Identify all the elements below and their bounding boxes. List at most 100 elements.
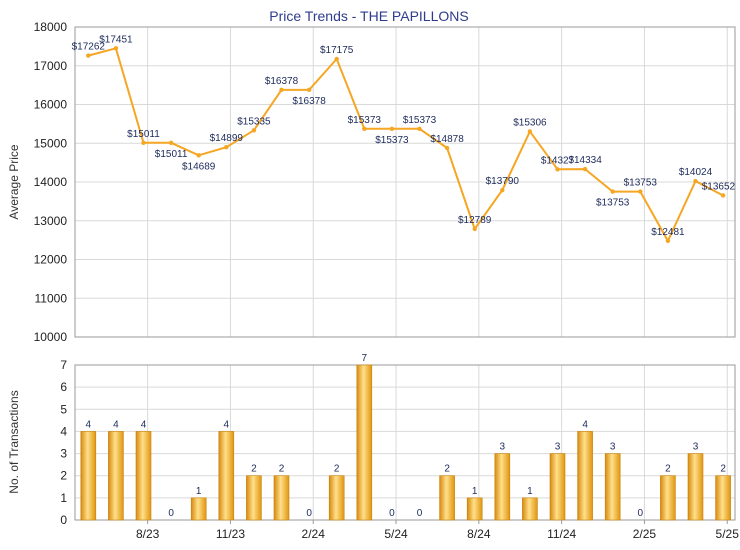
x-tick-label: 2/24: [302, 527, 326, 541]
transactions-y-tick-label: 6: [60, 380, 67, 394]
price-point: [141, 140, 146, 146]
price-point: [720, 193, 726, 198]
x-tick-label: 11/24: [547, 527, 576, 541]
transactions-data-label: 4: [224, 419, 230, 430]
price-data-label: $14334: [568, 155, 602, 166]
transactions-bar: [80, 431, 97, 521]
transactions-data-labels: 4 4 4 0 1 4 2 2 0 2 7 0 0 2 1 3 1 3 4 3 0 2 3 2: [86, 353, 727, 519]
transactions-bar: [715, 475, 731, 521]
price-data-label: $14689: [182, 161, 216, 172]
price-data-label: $17262: [72, 42, 106, 53]
price-y-tick-label: 17000: [34, 59, 68, 73]
transactions-data-label: 2: [279, 464, 285, 475]
price-data-label: $16378: [292, 96, 326, 107]
x-tick-label: 2/25: [633, 527, 657, 541]
price-data-label: $15373: [375, 135, 409, 146]
transactions-data-label: 7: [362, 353, 368, 364]
transactions-bar: [246, 475, 262, 521]
price-data-label: $15011: [155, 149, 188, 160]
price-y-tick-label: 18000: [34, 20, 68, 34]
transactions-y-tick-label: 7: [60, 358, 67, 372]
transactions-data-label: 2: [720, 464, 726, 475]
transactions-plot-frame: [74, 364, 736, 521]
transactions-data-label: 0: [168, 508, 174, 519]
transactions-y-tick-label: 1: [60, 491, 67, 505]
price-data-label: $12789: [458, 215, 492, 226]
transactions-data-label: 1: [527, 486, 533, 497]
price-data-label: $15373: [348, 115, 382, 126]
transactions-bars: [80, 364, 731, 521]
transactions-data-label: 3: [500, 442, 506, 453]
price-point: [279, 87, 284, 93]
transactions-bar: [522, 497, 538, 521]
price-point: [444, 145, 450, 151]
transactions-data-label: 2: [334, 464, 340, 475]
price-point: [665, 238, 671, 244]
transactions-bar: [328, 475, 345, 521]
price-point: [362, 126, 367, 131]
price-point: [389, 126, 395, 131]
price-point: [638, 189, 643, 194]
x-tick-label: 5/24: [384, 527, 408, 541]
price-data-label: $13652: [702, 181, 736, 192]
transactions-data-label: 0: [389, 508, 395, 519]
price-point: [693, 178, 698, 184]
price-data-label: $17451: [99, 34, 133, 45]
transactions-bar: [356, 364, 373, 521]
price-data-label: $15011: [127, 129, 160, 140]
price-y-tick-label: 12000: [34, 253, 68, 267]
transactions-bar: [218, 431, 235, 521]
price-data-label: $14024: [679, 167, 713, 178]
price-points: [86, 46, 726, 244]
transactions-data-label: 2: [444, 464, 450, 475]
transactions-y-tick-label: 2: [60, 469, 67, 483]
x-tick-label: 8/24: [467, 527, 491, 541]
price-y-ticks: 10000 11000 12000 13000 14000 15000 16000 17000…: [34, 20, 68, 344]
chart-title: Price Trends - THE PAPILLONS: [269, 8, 468, 24]
price-y-tick-label: 11000: [35, 291, 68, 305]
price-data-label: $17175: [320, 45, 354, 56]
price-point: [417, 126, 422, 131]
price-y-tick-label: 16000: [34, 98, 68, 112]
price-y-tick-label: 13000: [34, 214, 68, 228]
price-plot-frame: [74, 26, 736, 338]
price-point: [610, 189, 615, 194]
price-point: [168, 140, 174, 146]
transactions-y-tick-label: 3: [60, 447, 67, 461]
transactions-data-label: 4: [582, 419, 588, 430]
transactions-y-tick-label: 5: [60, 402, 67, 416]
price-y-axis-label: Average Price: [7, 144, 21, 219]
price-series-line: [88, 47, 724, 244]
price-data-label: $13753: [624, 178, 658, 189]
transactions-data-label: 2: [251, 464, 257, 475]
transactions-bar: [687, 453, 704, 521]
price-data-label: $15373: [403, 115, 437, 126]
transactions-data-label: 1: [472, 486, 478, 497]
transactions-bar: [660, 475, 676, 521]
price-point: [334, 56, 339, 62]
price-data-label: $15335: [237, 116, 271, 127]
price-grid: [75, 26, 735, 338]
price-point: [306, 87, 312, 93]
price-point: [500, 187, 505, 193]
transactions-bar: [439, 475, 455, 521]
transactions-bar: [273, 475, 290, 521]
transactions-bar-chart: 0 1 2 3 4 5 6 7 No. of Transactions 4 4 4 0 1 4 2 2 0 2 7…: [7, 353, 739, 541]
x-tick-label: 11/23: [216, 527, 245, 541]
transactions-y-tick-label: 0: [60, 513, 67, 527]
transactions-bar: [135, 431, 152, 521]
transactions-data-label: 4: [86, 419, 92, 430]
x-axis-ticks: 8/23 11/23 2/24 5/24 8/24 11/24 2/25 5/25: [136, 520, 739, 541]
transactions-y-tick-label: 4: [60, 424, 67, 438]
transactions-grid: [75, 364, 735, 521]
price-point: [196, 153, 201, 158]
price-point: [472, 226, 477, 232]
transactions-data-label: 4: [113, 419, 119, 430]
transactions-bar: [190, 497, 207, 521]
price-point: [224, 144, 229, 150]
transactions-data-label: 0: [417, 508, 423, 519]
price-data-labels: $17262$17451$15011$15011$14689$14899$153…: [72, 34, 736, 238]
transactions-bar: [466, 497, 483, 521]
price-y-tick-label: 14000: [34, 175, 68, 189]
